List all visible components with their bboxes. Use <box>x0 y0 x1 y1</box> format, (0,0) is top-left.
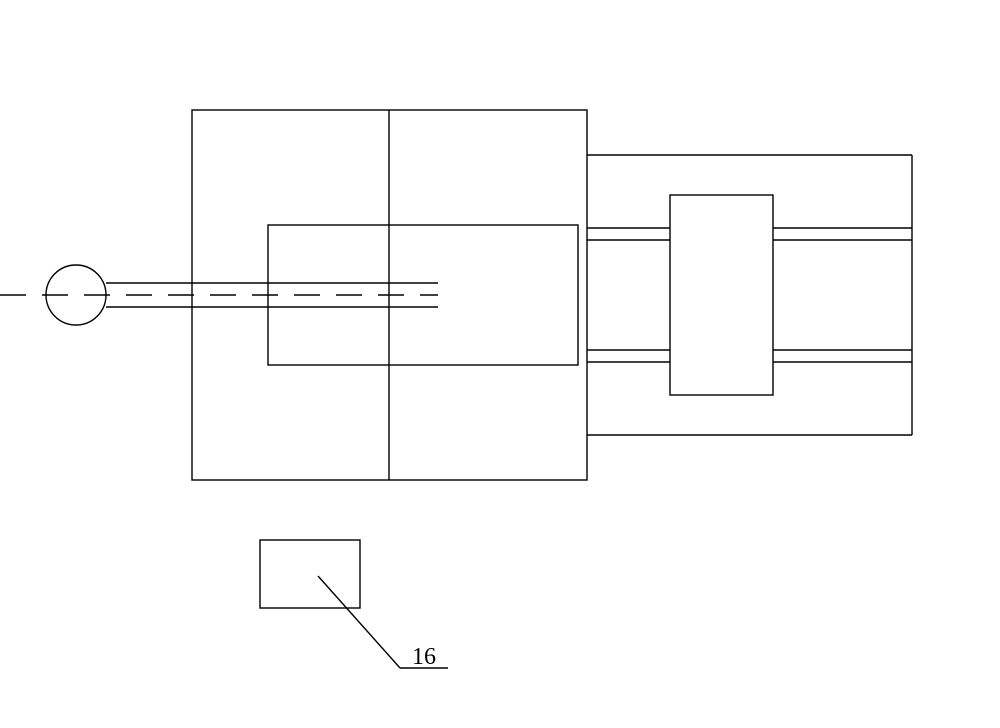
slider-block <box>670 195 773 395</box>
callout-16-label: 16 <box>412 644 436 670</box>
callout-box <box>260 540 360 608</box>
leader-line <box>318 576 400 668</box>
mechanical-diagram: 16 <box>0 0 1000 728</box>
